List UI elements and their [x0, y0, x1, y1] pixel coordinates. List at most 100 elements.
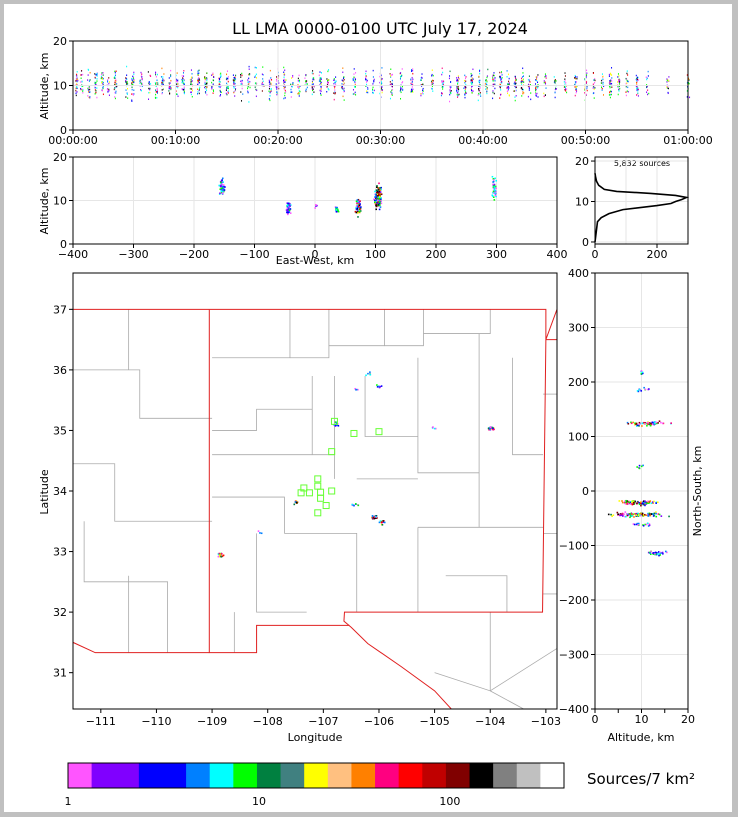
time-height-source — [564, 80, 566, 82]
time-height-source — [170, 69, 172, 72]
time-height-source — [256, 89, 258, 92]
ns-height-source — [626, 514, 629, 517]
time-height-source — [457, 94, 459, 97]
time-height-source — [170, 75, 172, 78]
time-height-source — [412, 69, 414, 72]
time-height-source — [227, 90, 229, 92]
county-boundary — [212, 496, 285, 534]
ns-height-source — [638, 425, 640, 427]
ns-height-source — [654, 551, 657, 554]
time-height-source — [182, 72, 184, 74]
time-height-source — [284, 89, 286, 92]
ew-height-source — [220, 183, 223, 185]
plan-view-source — [376, 384, 378, 386]
time-height-source — [133, 81, 135, 84]
plan-view-source — [488, 427, 491, 430]
ew-height-source — [493, 188, 496, 190]
time-height-source — [513, 82, 515, 85]
time-height-source — [102, 74, 104, 76]
time-height-source — [464, 87, 466, 89]
time-height-source — [298, 87, 300, 90]
time-height-source — [126, 65, 128, 68]
time-height-source — [499, 97, 501, 99]
time-height-source — [563, 86, 565, 88]
time-height-source — [326, 90, 328, 93]
time-height-source — [132, 93, 134, 95]
ew-height-source — [492, 179, 495, 181]
time-height-source — [114, 97, 116, 100]
time-height-source — [391, 89, 393, 92]
time-height-source — [276, 93, 278, 96]
time-height-source — [457, 90, 459, 93]
time-height-source — [449, 75, 451, 77]
time-height-source — [391, 88, 393, 91]
ns-height-source — [637, 522, 640, 525]
time-height-source — [609, 80, 611, 82]
time-height-source — [391, 74, 393, 76]
time-height-source — [366, 81, 368, 83]
ew-height-source — [380, 186, 382, 189]
ns-height-source — [646, 423, 649, 425]
time-height-source — [211, 85, 213, 87]
ns-height-source — [636, 522, 639, 525]
time-height-source — [197, 73, 199, 76]
time-height-source — [391, 93, 393, 96]
time-height-source — [449, 91, 451, 93]
time-height-source — [648, 92, 650, 95]
ew-height-source — [375, 196, 378, 199]
time-height-source — [431, 81, 433, 84]
plan-view-source — [380, 385, 383, 387]
time-height-source — [101, 89, 103, 92]
time-height-source — [233, 77, 235, 79]
time-height-source — [463, 87, 465, 90]
plan-view-source — [369, 371, 371, 373]
ns-height-source — [656, 553, 659, 556]
time-height-source — [499, 94, 501, 96]
time-height-source — [380, 81, 382, 83]
time-height-source — [125, 77, 127, 79]
time-height-source — [457, 80, 459, 82]
time-height-source — [76, 71, 78, 73]
time-height-source — [341, 83, 343, 85]
time-height-source — [471, 89, 473, 92]
time-height-source — [441, 80, 443, 82]
ns-height-source — [632, 500, 635, 503]
time-height-source — [343, 82, 345, 84]
time-height-source — [108, 81, 110, 83]
ew-height-source — [355, 206, 358, 209]
ns-height-source — [652, 421, 655, 424]
time-height-source — [212, 89, 214, 91]
time-height-source — [89, 91, 91, 93]
ns-height-source — [655, 422, 658, 425]
time-height-source — [610, 72, 612, 75]
ns-height-source — [635, 512, 637, 515]
time-height-source — [132, 83, 134, 86]
time-height-source — [88, 86, 90, 89]
time-height-source — [82, 92, 84, 94]
ns-height-source — [670, 422, 672, 424]
time-height-source — [206, 77, 208, 79]
time-height-source — [410, 84, 412, 86]
time-height-source — [226, 70, 228, 72]
time-height-source — [320, 86, 322, 88]
time-height-source — [472, 78, 474, 80]
time-height-source — [162, 88, 164, 91]
time-height-source — [486, 90, 488, 93]
time-height-source — [492, 74, 494, 77]
plan-view-source — [369, 373, 372, 376]
ns-height-xlabel: Altitude, km — [607, 731, 674, 744]
time-height-source — [501, 76, 503, 79]
time-height-source — [297, 77, 299, 80]
time-height-source — [609, 86, 611, 89]
time-height-ytick-label: 20 — [53, 35, 67, 48]
time-height-source — [114, 76, 116, 78]
ew-height-source — [287, 202, 289, 205]
time-height-source — [148, 87, 150, 90]
time-height-source — [141, 82, 143, 85]
time-height-source — [283, 66, 285, 69]
time-height-source — [175, 90, 177, 92]
ns-height-source — [635, 514, 638, 516]
time-height-source — [492, 75, 494, 77]
lma-station-marker — [314, 509, 322, 517]
time-height-source — [283, 87, 285, 89]
